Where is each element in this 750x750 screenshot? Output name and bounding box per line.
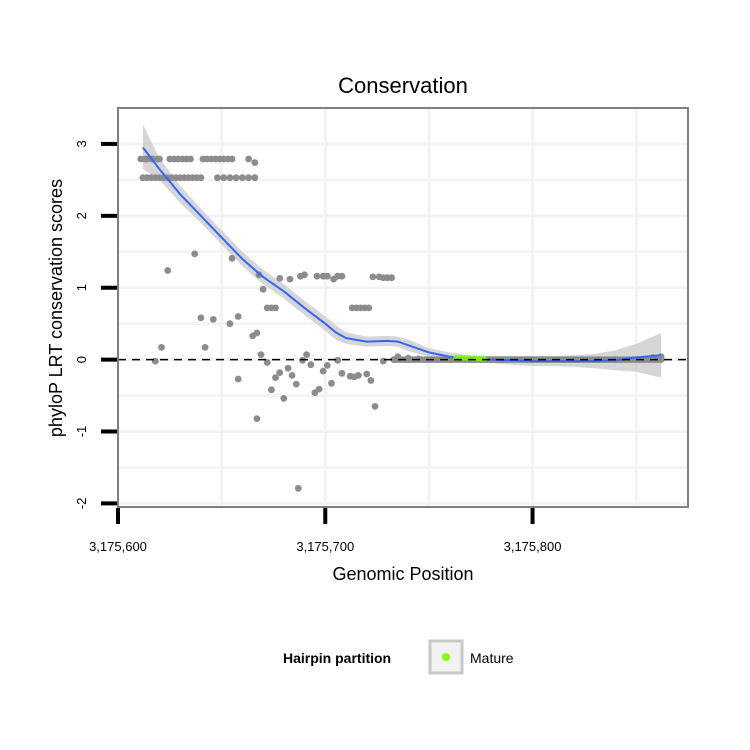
data-point <box>234 375 242 383</box>
data-point <box>388 274 395 282</box>
data-point <box>367 377 375 384</box>
legend-key-mature-dot <box>442 653 450 661</box>
data-point <box>197 314 205 322</box>
data-point <box>220 174 228 182</box>
x-tick-label: 3,175,600 <box>89 539 147 554</box>
data-point <box>355 372 362 379</box>
data-point <box>164 267 172 274</box>
y-tick-label: 0 <box>74 356 89 363</box>
data-point <box>307 361 315 369</box>
data-point <box>151 357 159 365</box>
data-point <box>394 353 402 361</box>
grid-lines <box>118 108 688 507</box>
x-tick-label: 3,175,800 <box>504 539 562 554</box>
data-point <box>201 344 209 351</box>
data-point <box>288 372 296 379</box>
data-point <box>232 174 240 182</box>
x-axis-label: Genomic Position <box>332 564 473 584</box>
x-axis: 3,175,600 3,175,700 3,175,800 <box>89 508 561 554</box>
data-point <box>303 351 310 358</box>
data-point <box>371 403 379 410</box>
data-point <box>251 159 259 167</box>
data-point <box>245 155 253 163</box>
data-point <box>328 379 335 387</box>
data-point <box>209 316 217 323</box>
data-point <box>369 273 377 281</box>
y-tick-label: -1 <box>74 426 89 438</box>
data-point <box>286 275 294 283</box>
data-point <box>187 155 194 163</box>
data-point <box>272 374 279 381</box>
data-point <box>284 364 292 372</box>
data-point <box>214 174 221 182</box>
data-point <box>272 304 279 312</box>
data-point <box>234 313 242 320</box>
y-tick-label: 2 <box>74 212 89 219</box>
data-point <box>226 320 234 328</box>
data-point <box>253 329 261 337</box>
panel-frame <box>117 107 689 508</box>
y-tick-label: 1 <box>74 284 89 291</box>
data-point <box>226 174 234 182</box>
mature-segment <box>453 354 488 362</box>
data-point <box>158 344 165 351</box>
chart-title: Conservation <box>338 73 468 98</box>
data-point <box>435 356 443 363</box>
data-point <box>313 272 321 280</box>
data-point <box>239 174 246 182</box>
confidence-band <box>142 124 662 378</box>
data-point <box>404 354 412 362</box>
data-point <box>365 304 373 312</box>
data-point <box>280 395 288 402</box>
plot-panel <box>118 108 688 507</box>
data-point <box>228 254 236 262</box>
confidence-band-area <box>142 124 662 378</box>
panel-border <box>117 107 689 508</box>
data-point <box>228 155 236 163</box>
data-point <box>156 155 163 163</box>
data-point <box>257 351 265 358</box>
data-point <box>276 369 284 376</box>
y-tick-label: 3 <box>74 140 89 147</box>
data-point <box>323 272 331 280</box>
data-point <box>315 385 323 393</box>
legend-entry-mature: Mature <box>470 650 514 666</box>
data-point <box>301 271 308 279</box>
data-point <box>657 353 665 361</box>
y-axis-label: phyloP LRT conservation scores <box>46 179 66 437</box>
data-point <box>379 357 387 365</box>
data-point <box>197 174 205 182</box>
y-tick-label: -2 <box>74 498 89 510</box>
panel-background <box>118 108 688 507</box>
data-point <box>363 370 371 378</box>
data-point <box>294 484 302 492</box>
smooth-line-path <box>142 146 662 363</box>
data-point <box>191 250 199 258</box>
data-point <box>338 369 346 377</box>
data-point <box>292 380 300 388</box>
data-point <box>253 415 261 422</box>
data-point <box>319 367 327 375</box>
legend: Hairpin partition Mature <box>283 639 514 675</box>
legend-title: Hairpin partition <box>283 650 391 666</box>
data-point <box>338 272 346 280</box>
data-point <box>251 174 259 182</box>
data-point <box>263 359 271 366</box>
mature-segment-line <box>453 354 488 362</box>
smooth-line <box>142 146 662 363</box>
data-point <box>259 285 267 293</box>
data-point <box>245 174 253 182</box>
data-point <box>334 356 342 364</box>
data-point <box>268 386 275 394</box>
x-tick-label: 3,175,700 <box>296 539 354 554</box>
y-axis: -2 -1 0 1 2 3 <box>74 140 117 509</box>
data-point <box>323 362 331 369</box>
data-point <box>276 275 284 282</box>
